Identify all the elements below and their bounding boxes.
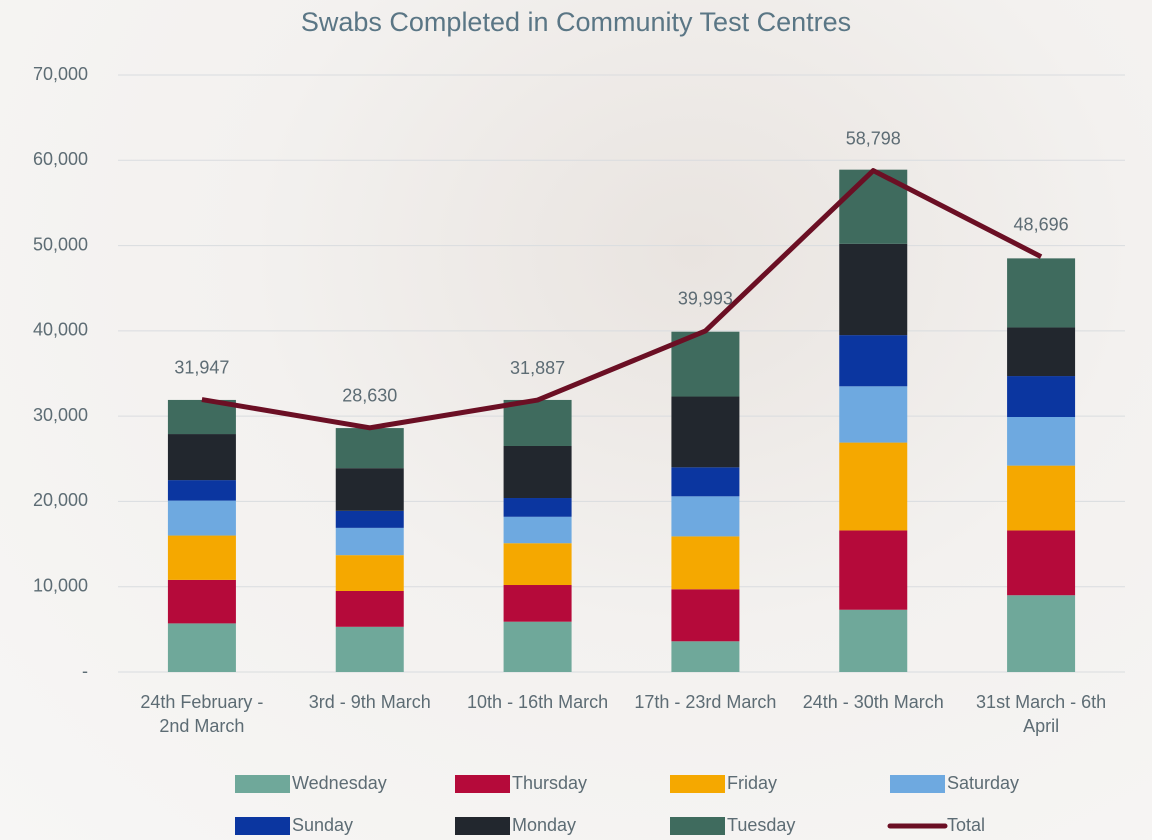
bar-segment bbox=[167, 434, 236, 481]
data-label: 31,887 bbox=[510, 358, 565, 378]
x-tick-label: 3rd - 9th March bbox=[308, 692, 431, 712]
bar-segment bbox=[839, 386, 908, 443]
y-tick-label: - bbox=[82, 661, 88, 681]
bar-segment bbox=[839, 530, 908, 610]
bar-segment bbox=[335, 626, 404, 672]
legend-label: Friday bbox=[727, 773, 777, 793]
bar-segment bbox=[503, 543, 572, 586]
bar-segment bbox=[1007, 416, 1076, 466]
bar-segment bbox=[671, 467, 740, 497]
bar-segment bbox=[335, 510, 404, 528]
legend-label: Sunday bbox=[292, 815, 353, 835]
legend-swatch bbox=[670, 817, 725, 835]
bar-segment bbox=[335, 590, 404, 627]
bar-segment bbox=[671, 536, 740, 590]
legend-swatch bbox=[670, 775, 725, 793]
y-tick-label: 20,000 bbox=[33, 490, 88, 510]
y-tick-label: 30,000 bbox=[33, 405, 88, 425]
legend-label: Total bbox=[947, 815, 985, 835]
bar-segment bbox=[1007, 327, 1076, 377]
bar-segment bbox=[167, 500, 236, 536]
bar-segment bbox=[503, 399, 572, 446]
x-tick-label: 31st March - 6th April bbox=[976, 692, 1107, 736]
bar-segment bbox=[167, 535, 236, 580]
x-tick-label: 24th - 30th March bbox=[802, 692, 944, 712]
x-tick-label: 10th - 16th March bbox=[467, 692, 609, 712]
legend-swatch bbox=[455, 817, 510, 835]
bar-segment bbox=[671, 396, 740, 468]
bar-segment bbox=[1007, 530, 1076, 596]
bar-segment bbox=[167, 579, 236, 624]
x-tick-label: 17th - 23rd March bbox=[634, 692, 777, 712]
chart-title: Swabs Completed in Community Test Centre… bbox=[301, 7, 851, 37]
bar-segment bbox=[335, 527, 404, 556]
bar-segment bbox=[671, 589, 740, 642]
y-tick-label: 40,000 bbox=[33, 320, 88, 340]
legend-swatch bbox=[455, 775, 510, 793]
bar-segment bbox=[1007, 376, 1076, 417]
legend-swatch bbox=[235, 775, 290, 793]
y-tick-label: 10,000 bbox=[33, 575, 88, 595]
bar-segment bbox=[503, 516, 572, 544]
data-label: 28,630 bbox=[342, 386, 397, 406]
bar-segment bbox=[335, 555, 404, 591]
data-label: 39,993 bbox=[678, 289, 733, 309]
bar-segment bbox=[503, 585, 572, 622]
bar-segment bbox=[335, 428, 404, 469]
data-label: 58,798 bbox=[846, 128, 901, 148]
bar-segment bbox=[167, 623, 236, 672]
legend-label: Thursday bbox=[512, 773, 587, 793]
bar-segment bbox=[503, 445, 572, 499]
bar-segment bbox=[1007, 465, 1076, 531]
bar-segment bbox=[839, 442, 908, 531]
y-tick-label: 50,000 bbox=[33, 234, 88, 254]
bar-segment bbox=[671, 641, 740, 672]
data-label: 48,696 bbox=[1014, 214, 1069, 234]
y-tick-label: 60,000 bbox=[33, 149, 88, 169]
y-tick-label: 70,000 bbox=[33, 64, 88, 84]
total-line bbox=[201, 168, 1043, 431]
data-label: 31,947 bbox=[174, 357, 229, 377]
bar-segment bbox=[167, 480, 236, 501]
bar-segment bbox=[503, 498, 572, 517]
legend-swatch bbox=[890, 775, 945, 793]
legend-label: Tuesday bbox=[727, 815, 795, 835]
legend-swatch bbox=[235, 817, 290, 835]
legend-label: Monday bbox=[512, 815, 576, 835]
legend-label: Wednesday bbox=[292, 773, 387, 793]
bar-segment bbox=[1007, 595, 1076, 672]
bar-segment bbox=[671, 496, 740, 537]
bar-segment bbox=[335, 468, 404, 511]
bar-segment bbox=[839, 335, 908, 387]
legend-label: Saturday bbox=[947, 773, 1019, 793]
bar-segment bbox=[1007, 258, 1076, 328]
bar-segment bbox=[839, 243, 908, 336]
x-tick-label: 24th February - 2nd March bbox=[140, 692, 264, 736]
bar-segment bbox=[503, 621, 572, 672]
bar-segment bbox=[839, 609, 908, 672]
